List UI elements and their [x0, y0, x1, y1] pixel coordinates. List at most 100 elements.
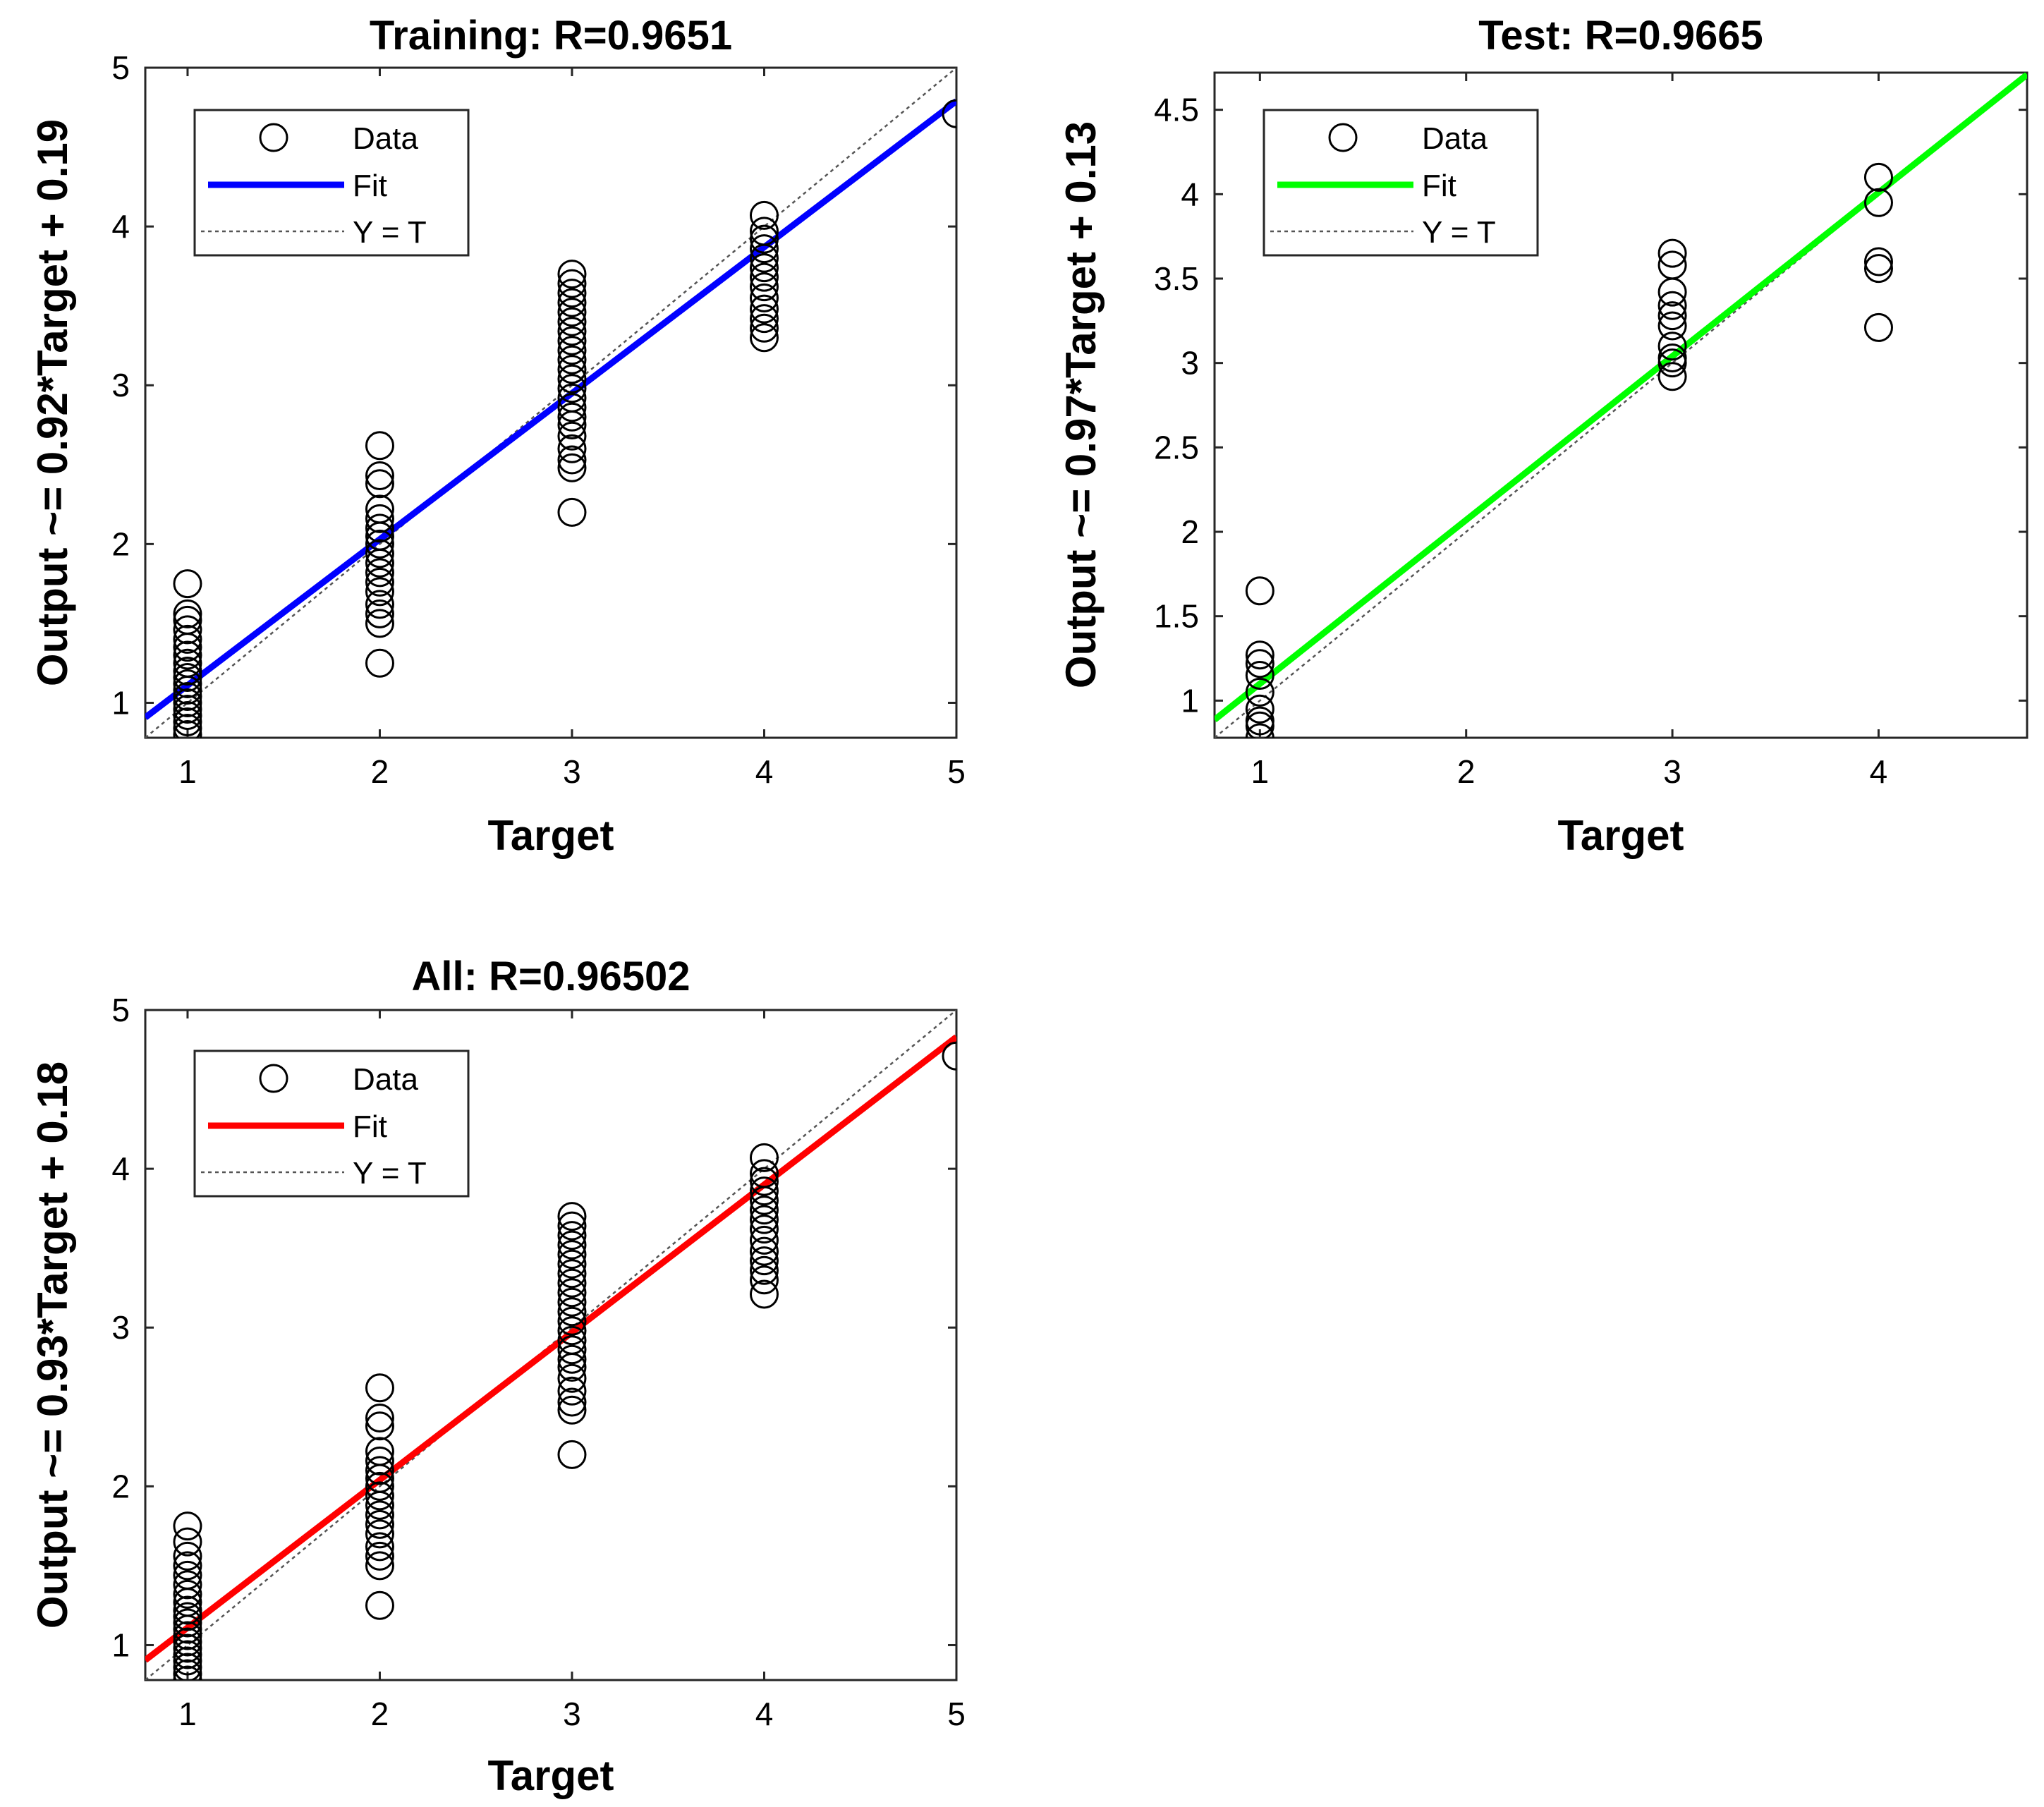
all-data-point	[365, 1404, 394, 1433]
all-data-point	[749, 1279, 779, 1309]
all-data-point	[557, 1221, 587, 1251]
training-data-point	[557, 434, 587, 463]
all-legend-data-label: Data	[353, 1062, 418, 1097]
training-xtick-label: 4	[755, 753, 774, 790]
all-data-point	[557, 1278, 587, 1308]
all-data-point	[173, 1511, 202, 1541]
test-ytick-label: 2.5	[1154, 429, 1199, 466]
test-ylabel: Output ~= 0.97*Target + 0.13	[1057, 121, 1105, 688]
training-legend-fit-label: Fit	[353, 169, 387, 203]
training-data-point	[173, 688, 202, 717]
all-legend-identity-label: Y = T	[353, 1156, 427, 1191]
training-data-point	[557, 453, 587, 482]
training-data-point	[173, 569, 202, 599]
all-data-point	[365, 1456, 394, 1485]
training-data-point	[749, 217, 779, 246]
all-data-point	[173, 1570, 202, 1600]
all-xtick-label: 5	[947, 1696, 966, 1732]
training-ytick-label: 2	[111, 525, 130, 562]
all-legend: Data Fit Y = T	[193, 1049, 470, 1198]
training-title: Training: R=0.9651	[370, 13, 732, 59]
test-data-point	[1657, 343, 1687, 372]
training-data-point	[557, 279, 587, 308]
all-data-point	[173, 1646, 202, 1676]
all-data-point	[365, 1590, 394, 1620]
training-data-point	[365, 558, 394, 588]
training-data-point	[173, 707, 202, 736]
training-data-point	[557, 298, 587, 327]
all-legend-fit-label: Fit	[353, 1109, 387, 1144]
training-data-point	[365, 469, 394, 499]
training-data-point	[173, 624, 202, 654]
test-data-point	[1657, 311, 1687, 341]
training-data-point	[557, 421, 587, 451]
all-data-point	[557, 1240, 587, 1270]
training-data-point	[365, 513, 394, 543]
all-ytick-label: 2	[111, 1468, 130, 1504]
test-ytick-label: 2	[1181, 513, 1199, 550]
training-data-point	[173, 599, 202, 628]
all-data-point	[749, 1246, 779, 1276]
test-data-point	[1245, 723, 1275, 738]
training-data-point	[365, 494, 394, 524]
test-data-point	[1657, 291, 1687, 320]
all-data-point	[749, 1236, 779, 1266]
test-data-point	[1863, 254, 1893, 284]
training-data-point	[173, 648, 202, 678]
test-data-point	[1245, 640, 1275, 670]
training-data-point	[749, 253, 779, 283]
all-data-point	[557, 1344, 587, 1374]
all-data-point	[365, 1471, 394, 1501]
training-data-point	[749, 262, 779, 292]
all-data-point	[365, 1446, 394, 1476]
test-ticks: 1 2 3 4 1 1.5 2 2.5 3 3.5 4 4.5	[1154, 73, 2027, 790]
test-xlabel: Target	[1558, 812, 1684, 859]
all-ytick-label: 3	[111, 1309, 130, 1346]
test-legend-identity-label: Y = T	[1422, 215, 1496, 250]
training-data-point	[557, 317, 587, 346]
training-data-point	[749, 200, 779, 230]
all-identity-line	[145, 1010, 956, 1680]
all-data-point	[173, 1633, 202, 1663]
training-data-point	[173, 681, 202, 711]
training-data-point	[173, 694, 202, 724]
training-data-point	[173, 720, 202, 738]
test-data-point	[1657, 250, 1687, 280]
all-data-point	[749, 1176, 779, 1206]
test-title: Test: R=0.9665	[1478, 13, 1763, 59]
training-data-point	[557, 288, 587, 317]
test-xtick-label: 3	[1663, 753, 1681, 790]
all-data-point	[173, 1608, 202, 1638]
training-data-point	[173, 605, 202, 635]
all-title: All: R=0.96502	[412, 954, 691, 999]
training-data-point	[365, 461, 394, 491]
training-data-point	[749, 224, 779, 254]
all-data-point	[557, 1268, 587, 1298]
training-ytick-label: 5	[111, 49, 130, 86]
all-data-point	[557, 1297, 587, 1327]
training-xtick-label: 5	[947, 753, 966, 790]
test-data-point	[1863, 188, 1893, 217]
all-data-point	[749, 1195, 779, 1225]
training-xlabel: Target	[488, 812, 614, 859]
all-data-point	[749, 1159, 779, 1188]
training-data-point	[365, 599, 394, 628]
all-data-point	[749, 1143, 779, 1172]
all-data-point	[749, 1205, 779, 1234]
all-data-point	[365, 1509, 394, 1539]
all-ytick-label: 4	[111, 1150, 130, 1187]
all-data-point	[173, 1602, 202, 1631]
training-plot-area	[145, 68, 956, 738]
training-ytick-label: 3	[111, 367, 130, 403]
all-data-point	[749, 1255, 779, 1285]
test-xtick-label: 2	[1457, 753, 1476, 790]
test-data-point	[1657, 238, 1687, 268]
training-xtick-label: 2	[371, 753, 389, 790]
all-data-point	[173, 1659, 202, 1680]
training-data-point	[365, 567, 394, 597]
all-data-point	[173, 1527, 202, 1557]
all-data-point	[365, 1532, 394, 1562]
training-data-point	[749, 272, 779, 302]
all-data-point	[557, 1335, 587, 1365]
